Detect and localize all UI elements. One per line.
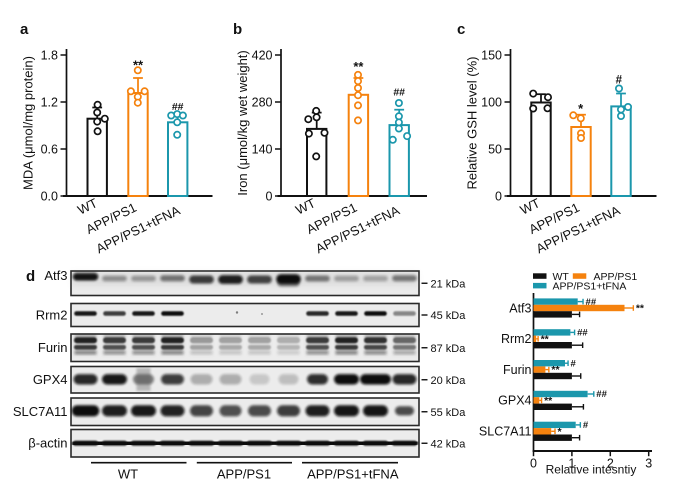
svg-text:280: 280 [252,95,273,109]
svg-text:45 kDa: 45 kDa [431,310,467,322]
svg-text:SLC7A11: SLC7A11 [13,404,68,419]
svg-text:Furin: Furin [503,363,532,377]
svg-text:1.2: 1.2 [41,95,58,109]
svg-text:21 kDa: 21 kDa [431,278,467,290]
svg-text:Atf3: Atf3 [509,301,531,315]
svg-text:Relative intesntiy: Relative intesntiy [546,463,637,477]
svg-text:140: 140 [252,142,273,156]
svg-text:WT: WT [553,271,570,283]
svg-text:GPX4: GPX4 [498,394,531,408]
svg-text:APP/PS1: APP/PS1 [594,271,638,283]
svg-text:SLC7A11: SLC7A11 [479,425,532,439]
svg-text:β-actin: β-actin [28,436,67,451]
svg-text:WT: WT [118,467,138,482]
svg-text:420: 420 [252,48,273,62]
svg-text:a: a [20,21,29,38]
svg-text:0: 0 [530,457,537,471]
svg-text:APP/PS1: APP/PS1 [217,467,271,482]
svg-text:Rrm2: Rrm2 [36,307,68,322]
svg-text:20 kDa: 20 kDa [431,375,467,387]
svg-text:GPX4: GPX4 [33,372,68,387]
svg-text:APP/PS1+tFNA: APP/PS1+tFNA [553,281,627,293]
svg-text:100: 100 [481,95,502,109]
svg-text:3: 3 [645,457,652,471]
svg-text:**: ** [544,395,553,407]
svg-text:87 kDa: 87 kDa [431,343,467,355]
svg-text:42 kDa: 42 kDa [431,438,467,450]
svg-text:##: ## [172,101,184,113]
svg-text:APP/PS1+tFNA: APP/PS1+tFNA [307,467,399,482]
svg-text:*: * [578,101,584,116]
svg-text:#: # [571,358,577,369]
svg-text:d: d [26,268,35,285]
svg-text:c: c [457,21,465,38]
svg-text:b: b [233,21,242,38]
svg-text:150: 150 [481,48,502,62]
svg-text:##: ## [393,87,405,99]
svg-text:**: ** [636,303,645,315]
svg-text:##: ## [586,297,597,308]
svg-text:0: 0 [495,189,502,203]
svg-text:Relative GSH level (%): Relative GSH level (%) [465,57,480,190]
svg-text:##: ## [596,389,607,400]
svg-text:*: * [558,426,563,438]
svg-text:1: 1 [568,457,575,471]
svg-text:2: 2 [607,457,614,471]
svg-text:#: # [583,420,589,431]
svg-text:0.0: 0.0 [41,189,58,203]
svg-text:50: 50 [488,142,502,156]
svg-text:1.8: 1.8 [41,48,58,62]
svg-text:Iron (μmol/kg wet weight): Iron (μmol/kg wet weight) [235,50,250,195]
svg-text:Atf3: Atf3 [44,268,67,283]
svg-text:Furin: Furin [38,340,68,355]
svg-text:**: ** [353,59,364,74]
svg-text:0.6: 0.6 [41,142,58,156]
svg-text:**: ** [133,58,144,73]
svg-text:**: ** [551,364,560,376]
svg-text:#: # [616,74,623,86]
svg-text:MDA (μmol/mg protein): MDA (μmol/mg protein) [21,56,36,190]
svg-text:55 kDa: 55 kDa [431,407,467,419]
svg-text:**: ** [541,333,550,345]
svg-text:##: ## [577,328,588,339]
svg-text:Rrm2: Rrm2 [501,332,532,346]
svg-text:0: 0 [266,189,273,203]
